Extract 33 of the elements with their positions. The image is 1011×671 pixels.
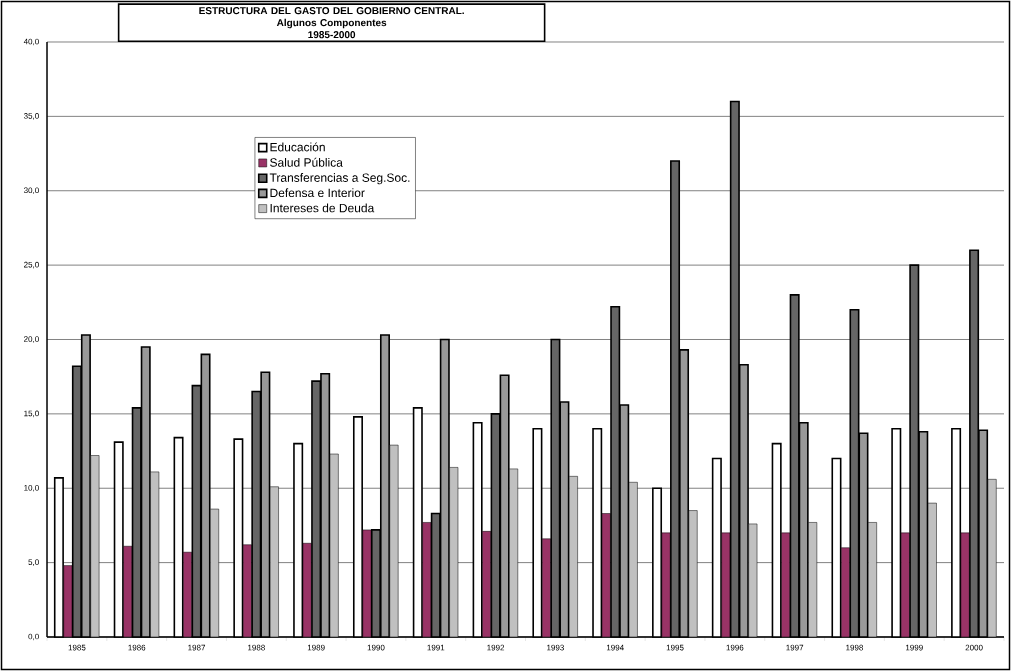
x-tick-label: 1985: [68, 644, 86, 651]
y-tick-label: 40,0: [23, 38, 39, 46]
y-tick-label: 25,0: [24, 261, 39, 269]
legend-label: Defensa e Interior: [270, 188, 365, 198]
y-tick-label: 35,0: [23, 113, 39, 120]
x-tick-label: 1994: [606, 644, 624, 651]
legend-label: Intereses de Deuda: [270, 203, 375, 213]
y-tick-label: 30,0: [23, 187, 39, 195]
x-tick-label: 1991: [427, 644, 445, 651]
x-tick-label: 1993: [547, 644, 564, 651]
x-tick-label: 1999: [906, 644, 923, 651]
x-tick-label: 1996: [726, 644, 744, 651]
x-tick-label: 1986: [128, 644, 146, 651]
x-tick-label: 1997: [786, 644, 804, 651]
x-tick-label: 1995: [666, 644, 684, 651]
y-tick-label: 5,0: [28, 559, 39, 566]
text: 1985-2000: [308, 31, 356, 39]
legend-label: Salud Pública: [270, 157, 343, 167]
chart-title: ESTRUCTURA DEL GASTO DEL GOBIERNO CENTRAL.: [199, 7, 464, 15]
x-tick-label: 1987: [188, 644, 206, 651]
y-tick-label: 20,0: [24, 336, 39, 343]
x-tick-label: 1992: [487, 644, 505, 651]
x-tick-label: 2000: [965, 644, 983, 651]
y-tick-label: 15,0: [24, 410, 39, 418]
x-tick-label: 1988: [248, 644, 265, 651]
y-tick-label: 0,0: [28, 633, 39, 641]
legend-label: Transferencias a Seg.Soc.: [269, 173, 410, 185]
legend-label: Educación: [270, 142, 325, 152]
x-tick-label: 1989: [307, 644, 325, 651]
x-tick-label: 1990: [367, 644, 385, 651]
x-tick-label: 1998: [846, 644, 864, 651]
chart-subtitle: Algunos Componentes: [276, 18, 387, 29]
y-tick-label: 10,0: [24, 484, 39, 492]
